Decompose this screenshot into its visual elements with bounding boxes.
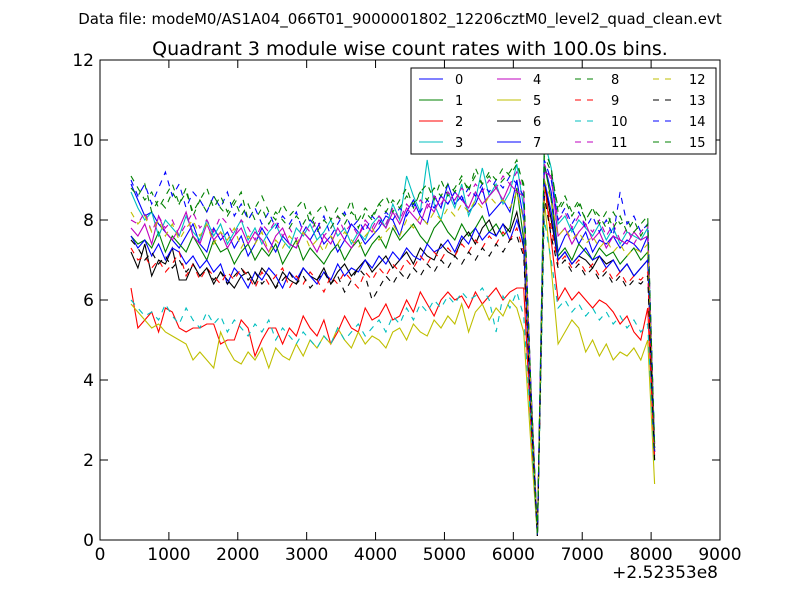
y-tick-label: 4 <box>83 371 94 391</box>
plot-lines <box>130 139 656 537</box>
legend-label-15: 15 <box>689 136 706 151</box>
x-tick-label: 1000 <box>147 545 190 565</box>
series-line-8 <box>130 155 656 537</box>
x-offset-label: +2.52353e8 <box>612 563 718 583</box>
legend-label-13: 13 <box>689 94 706 109</box>
y-tick-label: 2 <box>83 451 94 471</box>
legend-label-8: 8 <box>611 73 619 88</box>
legend-label-7: 7 <box>533 136 541 151</box>
x-tick-label: 4000 <box>354 545 397 565</box>
series-line-3 <box>130 139 656 537</box>
data-file-header: Data file: modeM0/AS1A04_066T01_90000018… <box>78 10 722 29</box>
y-tick-label: 0 <box>83 531 94 551</box>
series-line-7 <box>130 179 656 537</box>
x-tick-label: 2000 <box>216 545 259 565</box>
series-line-12 <box>130 179 656 537</box>
legend-label-6: 6 <box>533 115 541 130</box>
y-tick-label: 8 <box>83 211 94 231</box>
x-tick-label: 3000 <box>285 545 328 565</box>
series-line-11 <box>130 163 656 533</box>
legend-label-5: 5 <box>533 94 541 109</box>
legend-label-12: 12 <box>689 73 706 88</box>
x-tick-label: 7000 <box>561 545 604 565</box>
series-line-5 <box>130 199 656 537</box>
x-tick-label: 8000 <box>629 545 672 565</box>
legend-box <box>410 67 717 155</box>
series-line-14 <box>130 159 656 537</box>
axes: 0 1000 2000 3000 4000 5000 6000 7000 8000 9000 0 2 4… <box>72 51 741 565</box>
series-line-15 <box>130 147 656 537</box>
x-tick-label: 0 <box>95 545 106 565</box>
legend-label-9: 9 <box>611 94 619 109</box>
x-tick-label: 5000 <box>423 545 466 565</box>
legend-label-0: 0 <box>455 73 463 88</box>
series-line-10 <box>130 219 656 537</box>
x-tick-label: 6000 <box>492 545 535 565</box>
y-tick-label: 10 <box>72 131 94 151</box>
x-tick-label: 9000 <box>698 545 741 565</box>
legend-label-4: 4 <box>533 73 541 88</box>
series-line-9 <box>130 187 656 537</box>
series-line-1 <box>130 163 656 537</box>
legend-label-2: 2 <box>455 115 463 130</box>
y-tick-label: 12 <box>72 51 94 71</box>
series-line-13 <box>130 195 656 537</box>
legend-label-1: 1 <box>455 94 463 109</box>
y-tick-label: 6 <box>83 291 94 311</box>
chart-title: Quadrant 3 module wise count rates with … <box>152 38 668 60</box>
legend-label-14: 14 <box>689 115 706 130</box>
legend-label-11: 11 <box>611 136 628 151</box>
series-line-2 <box>130 179 656 537</box>
legend-label-3: 3 <box>455 136 463 151</box>
legend-label-10: 10 <box>611 115 628 130</box>
